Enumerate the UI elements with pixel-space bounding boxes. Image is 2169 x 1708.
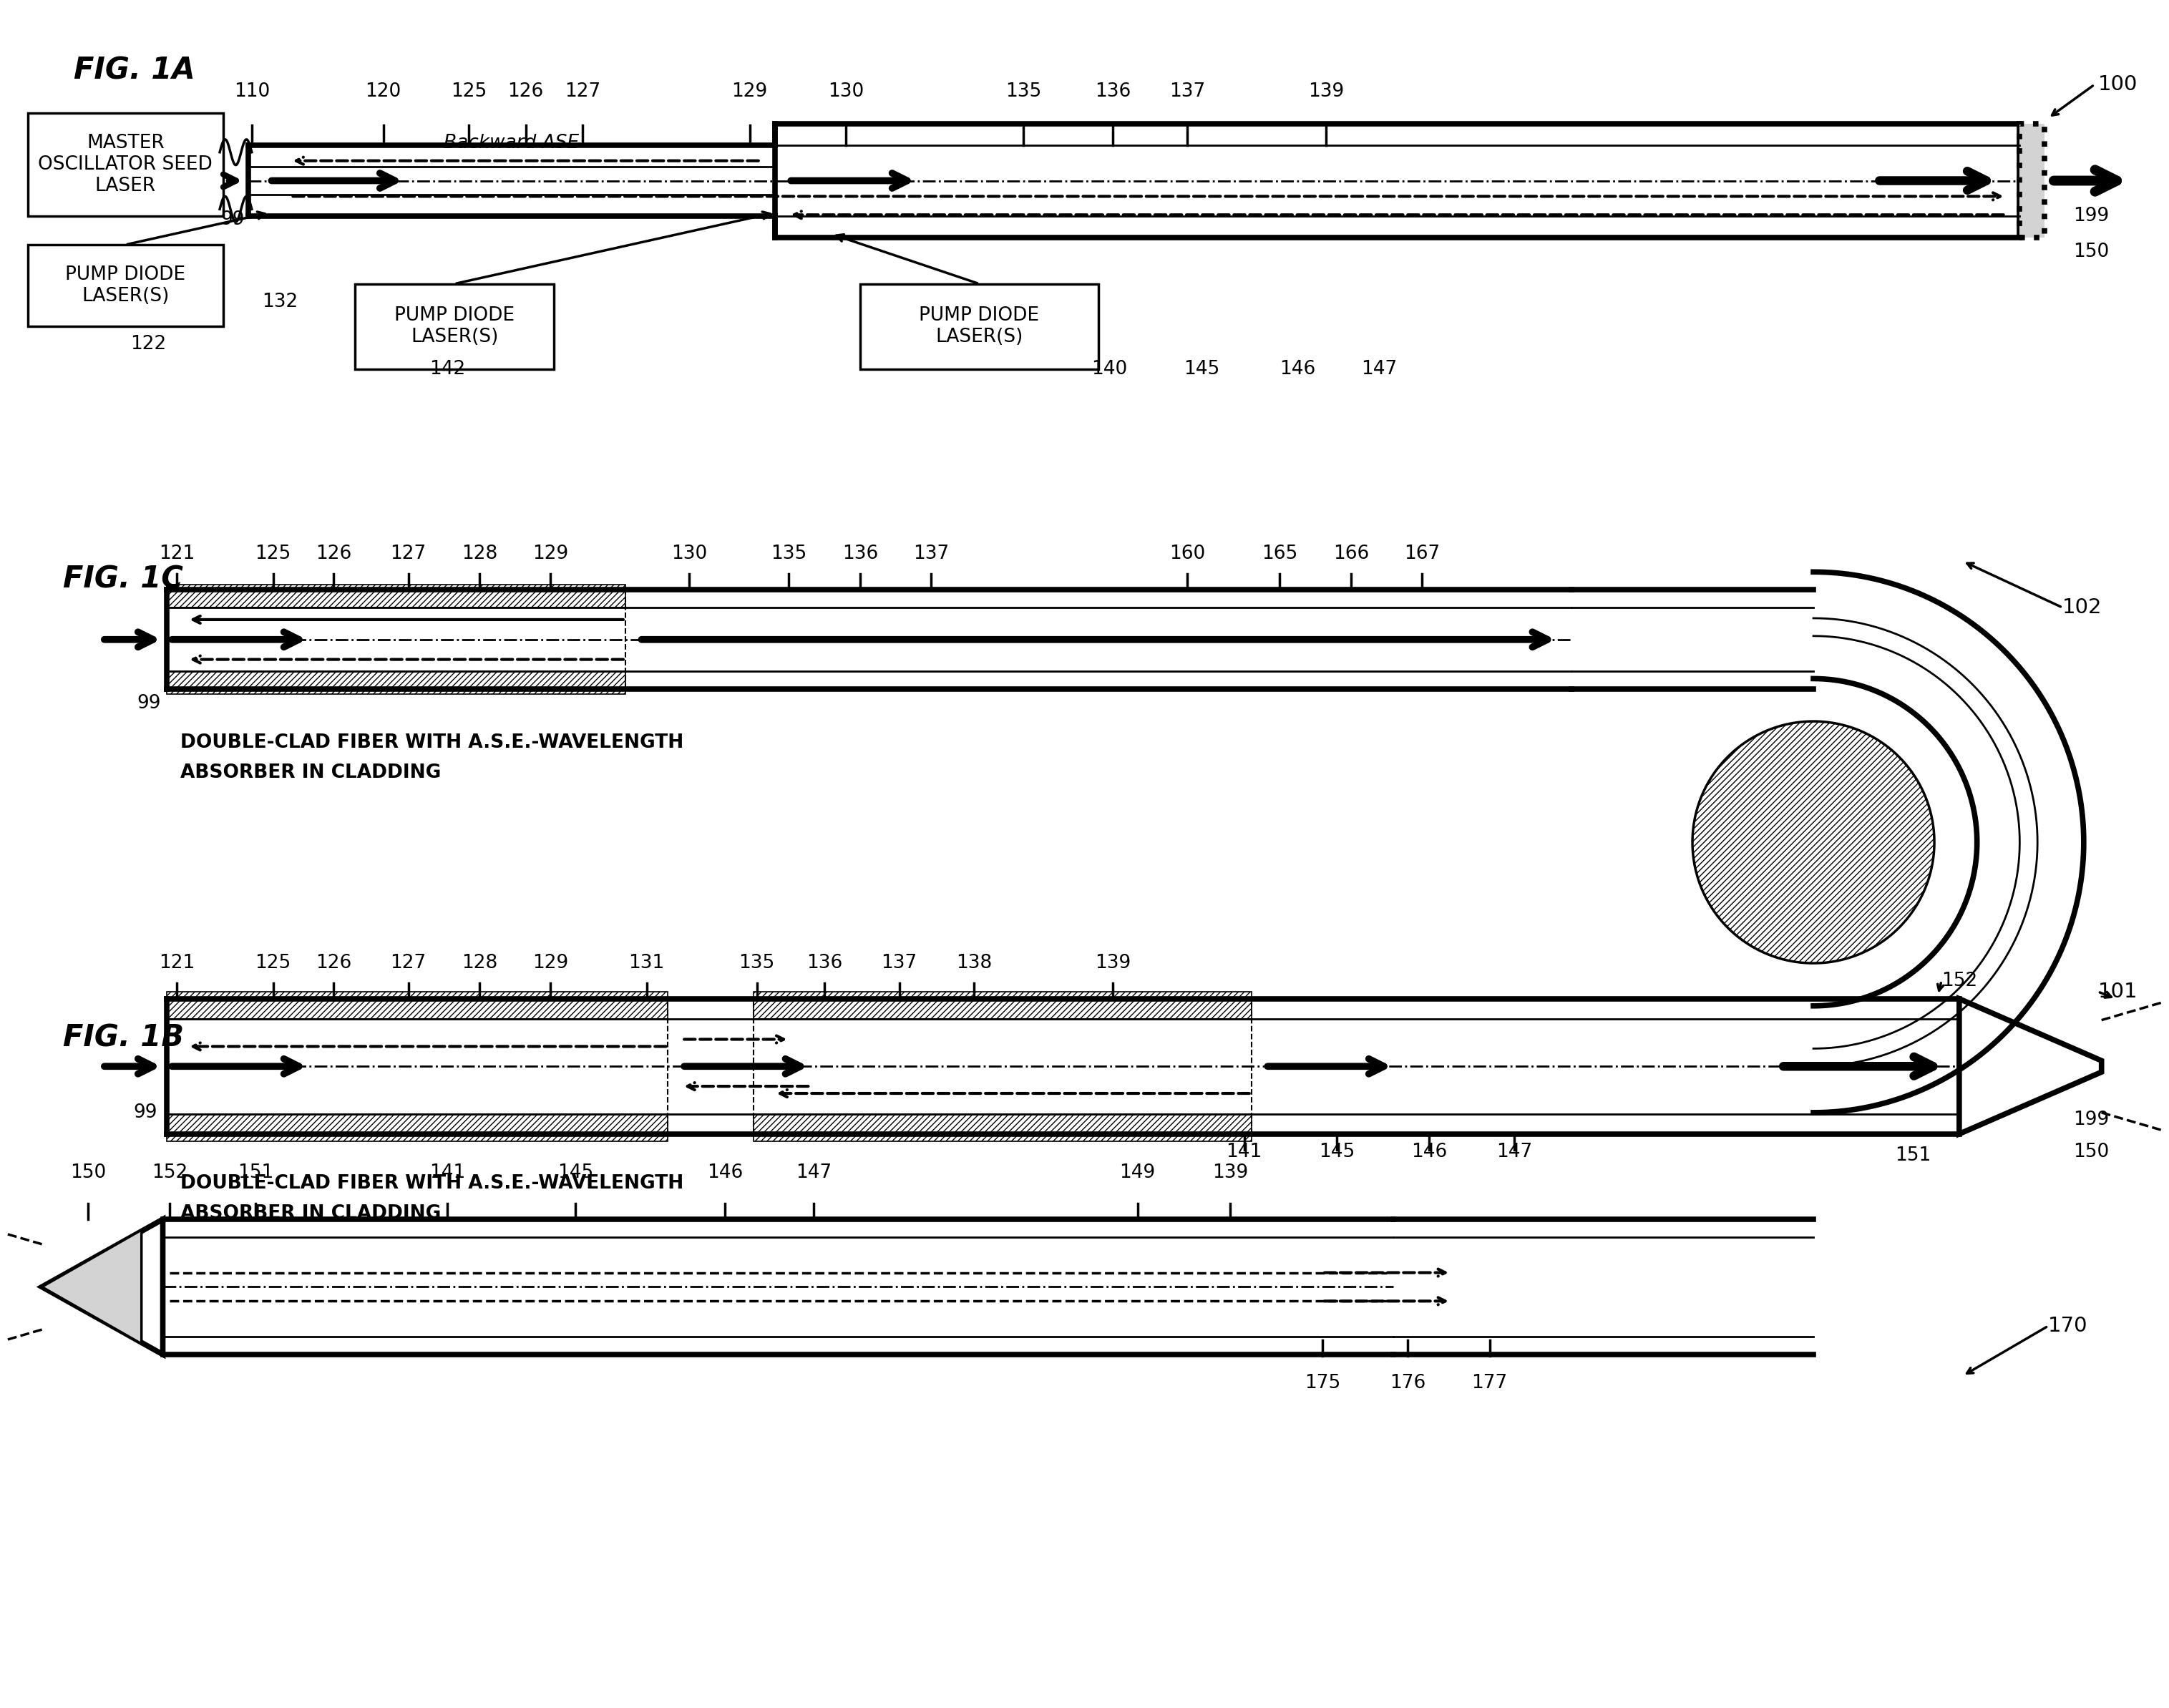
Text: 130: 130	[672, 545, 707, 564]
Text: 136: 136	[807, 953, 842, 972]
Text: FIG. 1B: FIG. 1B	[63, 1023, 184, 1052]
Text: 141: 141	[1225, 1143, 1262, 1161]
Bar	[167, 584, 625, 608]
Text: 150: 150	[2074, 1143, 2108, 1161]
Text: 140: 140	[1091, 360, 1128, 379]
Text: ABSORBER IN CLADDING: ABSORBER IN CLADDING	[180, 1204, 440, 1223]
Text: 150: 150	[69, 1163, 106, 1182]
Text: 151: 151	[236, 1163, 273, 1182]
Text: 122: 122	[130, 335, 167, 354]
Text: 102: 102	[2063, 598, 2102, 618]
Text: ABSORBER IN CLADDING: ABSORBER IN CLADDING	[180, 763, 440, 782]
Text: 121: 121	[158, 545, 195, 564]
Text: 99: 99	[137, 693, 161, 712]
Text: 125: 125	[451, 82, 486, 101]
Text: 141: 141	[429, 1163, 466, 1182]
Text: 135: 135	[740, 953, 774, 972]
Text: 166: 166	[1334, 545, 1369, 564]
Text: PUMP DIODE
LASER(S): PUMP DIODE LASER(S)	[65, 265, 187, 306]
Text: DOUBLE-CLAD FIBER WITH A.S.E.-WAVELENGTH: DOUBLE-CLAD FIBER WITH A.S.E.-WAVELENGTH	[180, 733, 683, 752]
Text: 131: 131	[629, 953, 664, 972]
Text: 142: 142	[429, 360, 466, 379]
Text: MASTER
OSCILLATOR SEED
LASER: MASTER OSCILLATOR SEED LASER	[39, 133, 213, 195]
Bar	[167, 992, 668, 1018]
Text: 149: 149	[1119, 1163, 1156, 1182]
Text: 137: 137	[881, 953, 917, 972]
Text: 126: 126	[317, 953, 351, 972]
Text: 110: 110	[234, 82, 269, 101]
Text: 177: 177	[1473, 1373, 1507, 1392]
Text: 145: 145	[1184, 360, 1219, 379]
Text: Backward ASE: Backward ASE	[445, 133, 579, 152]
Text: 152: 152	[1941, 972, 1978, 991]
Text: 135: 135	[770, 545, 807, 564]
Bar	[2019, 123, 2045, 237]
Text: 101: 101	[2097, 982, 2139, 1001]
Text: 139: 139	[1095, 953, 1130, 972]
Text: 126: 126	[317, 545, 351, 564]
Bar	[167, 671, 625, 693]
Bar	[753, 1114, 1252, 1141]
Text: 138: 138	[957, 953, 991, 972]
Polygon shape	[41, 1230, 141, 1344]
Text: 129: 129	[534, 545, 568, 564]
Text: 99: 99	[221, 210, 245, 229]
Text: 170: 170	[2048, 1315, 2089, 1336]
Text: 121: 121	[158, 953, 195, 972]
Text: 150: 150	[2074, 243, 2108, 261]
Text: 129: 129	[534, 953, 568, 972]
Text: 125: 125	[256, 953, 291, 972]
Text: 147: 147	[1362, 360, 1397, 379]
Text: 151: 151	[1896, 1146, 1930, 1165]
Bar	[861, 284, 1098, 369]
Text: 129: 129	[731, 82, 768, 101]
Bar	[28, 113, 223, 217]
Text: FIG. 1A: FIG. 1A	[74, 55, 195, 85]
Text: 176: 176	[1390, 1373, 1425, 1392]
Text: 145: 145	[1319, 1143, 1356, 1161]
Text: 146: 146	[1280, 360, 1317, 379]
Text: 130: 130	[829, 82, 863, 101]
Text: 139: 139	[1212, 1163, 1247, 1182]
Text: 127: 127	[390, 545, 427, 564]
Text: 99: 99	[132, 1103, 156, 1122]
Text: 146: 146	[1412, 1143, 1447, 1161]
Text: 175: 175	[1304, 1373, 1340, 1392]
Text: 132: 132	[262, 292, 297, 311]
Text: 160: 160	[1169, 545, 1206, 564]
Text: 135: 135	[1006, 82, 1041, 101]
Text: 120: 120	[364, 82, 401, 101]
Text: 126: 126	[508, 82, 544, 101]
Text: 139: 139	[1308, 82, 1345, 101]
Text: 136: 136	[842, 545, 878, 564]
Text: 127: 127	[564, 82, 601, 101]
Bar	[774, 123, 2019, 237]
Text: DOUBLE-CLAD FIBER WITH A.S.E.-WAVELENGTH: DOUBLE-CLAD FIBER WITH A.S.E.-WAVELENGTH	[180, 1175, 683, 1192]
Bar	[753, 992, 1252, 1018]
Text: 128: 128	[462, 953, 497, 972]
Text: 136: 136	[1095, 82, 1130, 101]
Text: 145: 145	[557, 1163, 594, 1182]
Text: FIG. 1C: FIG. 1C	[63, 564, 184, 594]
Text: 199: 199	[2074, 1110, 2108, 1129]
Bar	[167, 1114, 668, 1141]
Text: 199: 199	[2074, 207, 2108, 225]
Text: 147: 147	[1497, 1143, 1533, 1161]
Text: 127: 127	[390, 953, 427, 972]
Bar	[28, 244, 223, 326]
Text: 146: 146	[707, 1163, 742, 1182]
Text: 125: 125	[256, 545, 291, 564]
Text: 137: 137	[1169, 82, 1206, 101]
Polygon shape	[1692, 721, 1935, 963]
Text: 147: 147	[796, 1163, 831, 1182]
Text: 100: 100	[2097, 75, 2139, 94]
Bar	[356, 284, 553, 369]
Text: 152: 152	[152, 1163, 189, 1182]
Text: 137: 137	[913, 545, 950, 564]
Text: PUMP DIODE
LASER(S): PUMP DIODE LASER(S)	[395, 306, 514, 347]
Text: PUMP DIODE
LASER(S): PUMP DIODE LASER(S)	[920, 306, 1039, 347]
Text: 128: 128	[462, 545, 497, 564]
Text: 167: 167	[1403, 545, 1440, 564]
Text: 165: 165	[1262, 545, 1297, 564]
